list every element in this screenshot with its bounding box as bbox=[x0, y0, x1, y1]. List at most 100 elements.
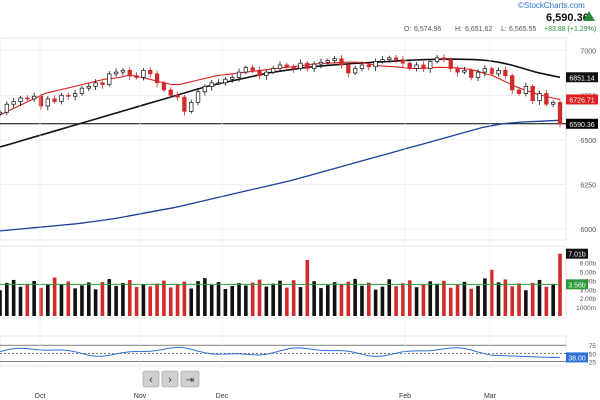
candle-body bbox=[236, 71, 242, 78]
candle-body bbox=[250, 67, 255, 71]
candle-body bbox=[496, 69, 501, 75]
candle-body bbox=[414, 64, 419, 69]
candle-body bbox=[72, 93, 78, 97]
rsi-badges: 38.00 bbox=[566, 352, 588, 363]
volume-bar bbox=[5, 282, 9, 316]
volume-bar bbox=[257, 279, 262, 316]
volume-bar bbox=[428, 281, 433, 316]
candle-body bbox=[31, 95, 37, 100]
volume-bar bbox=[401, 283, 405, 316]
chevron-left-icon: ‹ bbox=[149, 374, 153, 386]
candle-body bbox=[557, 102, 563, 125]
volume-y-axis: 6.00b 5.00b4.00b 3.00b 2.00b 1000m bbox=[576, 261, 596, 312]
candle-body bbox=[325, 60, 330, 63]
candle-body bbox=[182, 96, 187, 112]
candle-body bbox=[346, 64, 351, 74]
volume-bar bbox=[537, 279, 542, 316]
nav-last-button[interactable]: ⇥ bbox=[180, 370, 200, 388]
volume-bar bbox=[271, 283, 275, 316]
price-badges: 6851.14 6726.71 6590.36 bbox=[566, 72, 598, 129]
high-value: 6,651.62 bbox=[465, 26, 492, 33]
price-tick-label: 6000 bbox=[580, 227, 596, 234]
volume-tick-label: 3.00b bbox=[580, 287, 597, 294]
candle-body bbox=[175, 94, 180, 98]
badge-last-price bbox=[566, 118, 598, 129]
candle-body bbox=[154, 73, 160, 84]
volume-bar bbox=[0, 290, 2, 316]
volume-bar bbox=[524, 290, 528, 316]
volume-bar bbox=[291, 280, 296, 316]
candle-body bbox=[216, 82, 221, 85]
rsi-tick-label: 75 bbox=[589, 343, 597, 350]
candle-body bbox=[503, 69, 508, 77]
candle-body bbox=[25, 97, 30, 100]
volume-bar bbox=[469, 288, 474, 316]
candle-body bbox=[277, 64, 283, 69]
candle-body bbox=[271, 68, 276, 73]
volume-bar bbox=[39, 287, 43, 316]
badge-rsi-last-label: 38.00 bbox=[568, 355, 586, 362]
volume-bar bbox=[189, 288, 194, 316]
volume-bar bbox=[455, 284, 460, 316]
brand-logo: ©StockCharts.com bbox=[518, 1, 585, 10]
badge-rsi-last bbox=[566, 352, 588, 363]
price-tick-label: 6250 bbox=[580, 182, 596, 189]
volume-bar bbox=[312, 281, 316, 316]
volume-bar bbox=[127, 280, 132, 316]
candle-body bbox=[52, 98, 57, 102]
candle-body bbox=[380, 59, 385, 62]
nav-next-button[interactable]: › bbox=[161, 370, 179, 388]
candle-body bbox=[107, 73, 112, 85]
candle-body bbox=[530, 86, 535, 101]
volume-bar bbox=[462, 281, 467, 316]
volume-bar bbox=[114, 285, 118, 316]
volume-bar bbox=[394, 286, 398, 316]
candle-body bbox=[189, 102, 194, 112]
volume-bar bbox=[86, 282, 91, 316]
candle-body bbox=[195, 91, 201, 103]
volume-bar bbox=[339, 284, 344, 316]
volume-tick-label: 4.00b bbox=[580, 278, 597, 285]
price-panel-frame bbox=[0, 37, 567, 241]
candle-body bbox=[339, 58, 344, 66]
volume-bar bbox=[32, 280, 36, 316]
low-value: 6,565.55 bbox=[509, 26, 536, 33]
volume-tick-label: 2.00b bbox=[580, 296, 597, 303]
candle-body bbox=[202, 86, 208, 93]
x-tick-label: Dec bbox=[216, 393, 229, 400]
volume-bar bbox=[387, 279, 392, 316]
candle-body bbox=[168, 89, 173, 96]
volume-bar bbox=[373, 289, 378, 316]
change-value: +83.88 (+1.29%) bbox=[544, 26, 596, 33]
volume-bar bbox=[46, 284, 50, 316]
volume-bar bbox=[346, 281, 351, 316]
volume-bar bbox=[360, 285, 364, 316]
candle-body bbox=[134, 75, 139, 78]
candle-body bbox=[291, 66, 296, 69]
chart-header: ©StockCharts.com 6,590.36 O: 6,574.96 H:… bbox=[404, 1, 596, 33]
volume-bar bbox=[510, 286, 514, 316]
rsi-tick-label: 50 bbox=[589, 351, 597, 358]
volume-bar bbox=[80, 285, 84, 316]
volume-bar bbox=[551, 283, 555, 316]
candle-body bbox=[393, 57, 399, 60]
candle-body bbox=[475, 71, 481, 78]
volume-bar bbox=[305, 260, 310, 316]
nav-prev-button[interactable]: ‹ bbox=[142, 370, 160, 388]
volume-bar bbox=[264, 286, 269, 316]
candle-body bbox=[455, 68, 460, 73]
candle-body bbox=[209, 82, 214, 87]
candle-body bbox=[113, 71, 119, 75]
volume-bar bbox=[544, 286, 549, 316]
candle-body bbox=[93, 82, 98, 87]
candle-body bbox=[359, 64, 365, 69]
jump-end-icon: ⇥ bbox=[186, 375, 194, 386]
volume-bar bbox=[162, 280, 166, 316]
candle-body bbox=[4, 103, 9, 113]
volume-bar bbox=[203, 278, 207, 316]
sma-long-line bbox=[0, 119, 561, 232]
volume-bar bbox=[100, 281, 105, 316]
